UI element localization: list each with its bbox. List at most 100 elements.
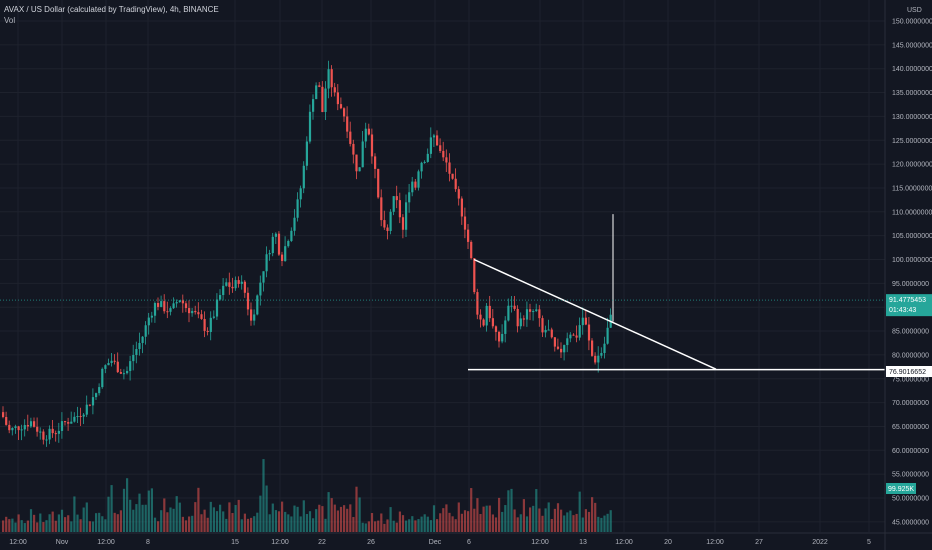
descending-trendline[interactable] bbox=[473, 258, 717, 370]
volume-bar bbox=[206, 517, 209, 532]
candle-body bbox=[119, 372, 122, 374]
candle-body bbox=[104, 365, 107, 369]
candle-body bbox=[312, 99, 315, 112]
candle-body bbox=[259, 282, 262, 296]
candle-body bbox=[175, 302, 178, 304]
volume-bar bbox=[54, 520, 57, 532]
volume-bar bbox=[606, 513, 609, 532]
volume-bar bbox=[271, 503, 274, 532]
candle-body bbox=[194, 310, 197, 313]
candle-body bbox=[491, 318, 494, 327]
candle-body bbox=[600, 353, 603, 356]
volume-bar bbox=[39, 513, 42, 532]
candle-body bbox=[122, 373, 126, 375]
candle-body bbox=[538, 309, 541, 319]
candle-body bbox=[349, 131, 352, 144]
volume-bar bbox=[188, 516, 191, 532]
volume-bar bbox=[253, 516, 256, 532]
candle-body bbox=[451, 173, 454, 179]
candle-body bbox=[147, 317, 150, 326]
candle-body bbox=[200, 314, 203, 319]
candle-body bbox=[234, 280, 237, 289]
candle-body bbox=[51, 428, 54, 434]
candle-body bbox=[395, 196, 398, 201]
volume-bar bbox=[113, 512, 116, 532]
candle-body bbox=[501, 333, 504, 342]
candle-body bbox=[423, 161, 426, 163]
volume-bar bbox=[556, 503, 560, 532]
candle-body bbox=[550, 329, 553, 338]
volume-bar bbox=[237, 499, 240, 532]
candle-body bbox=[48, 428, 51, 440]
volume-bar bbox=[23, 523, 26, 532]
candle-body bbox=[181, 300, 184, 304]
candle-body bbox=[79, 416, 82, 418]
volume-bar bbox=[491, 514, 494, 532]
volume-bar bbox=[408, 519, 411, 532]
candle-body bbox=[209, 317, 212, 332]
candle-body bbox=[219, 295, 222, 300]
volume-bar bbox=[457, 502, 460, 532]
volume-bar bbox=[265, 485, 268, 532]
candle-body bbox=[389, 211, 392, 231]
candle-body bbox=[488, 305, 491, 319]
volume-bar bbox=[507, 490, 510, 532]
volume-bar bbox=[243, 513, 246, 532]
candle-body bbox=[178, 300, 181, 303]
volume-bar bbox=[135, 504, 138, 532]
volume-bar bbox=[395, 522, 398, 532]
price-tick-label: 65.0000000 bbox=[892, 424, 929, 431]
volume-bar bbox=[129, 499, 132, 532]
candle-body bbox=[504, 320, 507, 334]
candle-body bbox=[150, 315, 153, 318]
candle-body bbox=[188, 308, 191, 314]
volume-bar bbox=[203, 509, 206, 532]
volume-bar bbox=[91, 521, 95, 532]
candle-body bbox=[246, 292, 250, 310]
volume-bar bbox=[454, 519, 457, 532]
volume-bar bbox=[64, 517, 67, 532]
candle-body bbox=[88, 404, 91, 406]
candle-body bbox=[606, 327, 609, 344]
last-price-value: 91.4775453 bbox=[889, 297, 926, 304]
volume-bar bbox=[175, 496, 178, 532]
candle-body bbox=[529, 309, 532, 312]
volume-bar bbox=[36, 522, 39, 532]
candle-body bbox=[67, 422, 70, 424]
candle-body bbox=[392, 196, 395, 212]
candle-body bbox=[408, 192, 411, 203]
candle-body bbox=[454, 178, 457, 190]
volume-bar bbox=[479, 514, 482, 532]
candle-body bbox=[305, 141, 308, 166]
volume-bar bbox=[498, 497, 501, 532]
volume-bar bbox=[88, 521, 91, 532]
candle-body bbox=[544, 329, 547, 333]
candle-body bbox=[212, 316, 215, 318]
candle-body bbox=[467, 229, 470, 242]
volume-bar bbox=[305, 514, 308, 532]
volume-bar bbox=[107, 496, 110, 532]
price-tick-label: 55.0000000 bbox=[892, 472, 929, 479]
volume-indicator-label: Vol bbox=[4, 16, 16, 25]
candle-body bbox=[386, 227, 389, 231]
candle-body bbox=[414, 181, 417, 188]
candle-body bbox=[228, 282, 231, 287]
volume-bar bbox=[17, 514, 20, 532]
volume-bar bbox=[463, 510, 467, 532]
volume-bar bbox=[172, 508, 175, 532]
candle-body bbox=[240, 281, 243, 284]
price-tick-label: 130.0000000 bbox=[892, 114, 932, 121]
volume-bar bbox=[225, 518, 228, 532]
candle-body bbox=[584, 317, 587, 325]
volume-bar bbox=[401, 515, 405, 532]
candle-body bbox=[460, 198, 463, 217]
candle-body bbox=[603, 343, 606, 354]
volume-bar bbox=[20, 520, 23, 532]
volume-bar bbox=[42, 522, 45, 532]
candle-body bbox=[17, 426, 20, 431]
time-tick-label: 12:00 bbox=[271, 539, 289, 546]
candle-body bbox=[516, 308, 519, 327]
volume-bar bbox=[312, 518, 315, 532]
